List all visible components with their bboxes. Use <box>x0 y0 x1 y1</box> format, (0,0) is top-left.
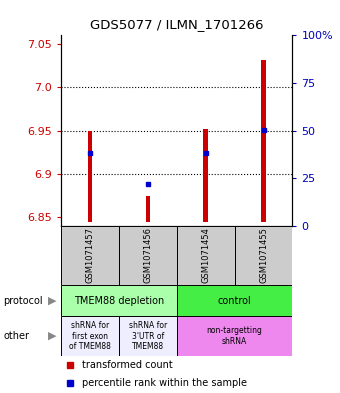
Text: protocol: protocol <box>3 296 43 306</box>
Bar <box>177 226 235 285</box>
Bar <box>61 285 177 316</box>
Bar <box>119 226 177 285</box>
Text: shRNA for
3'UTR of
TMEM88: shRNA for 3'UTR of TMEM88 <box>129 321 167 351</box>
Bar <box>146 196 150 222</box>
Text: ▶: ▶ <box>49 296 57 306</box>
Bar <box>119 316 177 356</box>
Text: control: control <box>218 296 252 306</box>
Text: shRNA for
first exon
of TMEM88: shRNA for first exon of TMEM88 <box>69 321 111 351</box>
Text: GSM1071454: GSM1071454 <box>201 228 210 283</box>
Bar <box>261 60 266 222</box>
Bar <box>177 316 292 356</box>
Bar <box>61 316 119 356</box>
Text: ▶: ▶ <box>49 331 57 341</box>
Text: percentile rank within the sample: percentile rank within the sample <box>82 378 247 388</box>
Bar <box>235 226 292 285</box>
Bar <box>177 285 292 316</box>
Title: GDS5077 / ILMN_1701266: GDS5077 / ILMN_1701266 <box>90 18 264 31</box>
Text: transformed count: transformed count <box>82 360 173 371</box>
Bar <box>88 130 92 222</box>
Text: GSM1071456: GSM1071456 <box>143 228 152 283</box>
Text: TMEM88 depletion: TMEM88 depletion <box>74 296 164 306</box>
Text: non-targetting
shRNA: non-targetting shRNA <box>207 326 262 346</box>
Text: GSM1071455: GSM1071455 <box>259 228 268 283</box>
Bar <box>203 129 208 222</box>
Text: GSM1071457: GSM1071457 <box>86 228 95 283</box>
Text: other: other <box>3 331 29 341</box>
Bar <box>61 226 119 285</box>
